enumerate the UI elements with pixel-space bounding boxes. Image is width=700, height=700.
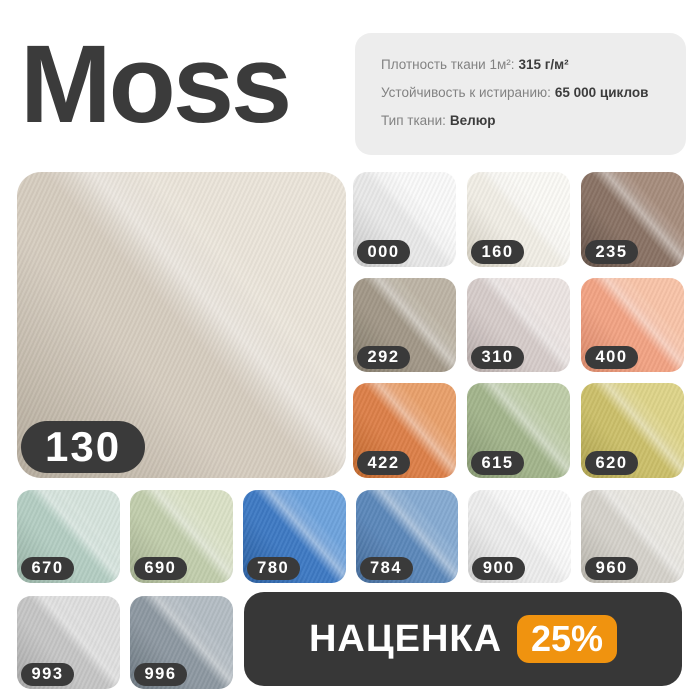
swatch-grid-right: 000 160 235 292 310 400 422 615 620 <box>353 172 684 478</box>
swatch-code-badge: 235 <box>585 240 639 264</box>
swatch-code-badge: 422 <box>357 451 411 475</box>
swatch-400[interactable]: 400 <box>581 277 684 373</box>
swatch-code-badge: 900 <box>472 556 526 580</box>
swatch-780[interactable]: 780 <box>242 490 346 583</box>
spec-type-label: Тип ткани: <box>381 113 446 128</box>
swatch-code-badge: 780 <box>246 556 300 580</box>
fabric-specs-panel: Плотность ткани 1м²: 315 г/м² Устойчивост… <box>355 33 686 155</box>
swatch-code-badge: 620 <box>585 451 639 475</box>
swatch-code-badge: 960 <box>585 556 639 580</box>
swatch-code-badge: 690 <box>133 556 187 580</box>
main-swatch-area: 130 <box>17 172 346 478</box>
swatch-993[interactable]: 993 <box>17 596 120 689</box>
page-title: Moss <box>20 23 292 146</box>
swatch-690[interactable]: 690 <box>129 490 233 583</box>
swatch-code-badge: 310 <box>471 345 525 370</box>
swatch-000[interactable]: 000 <box>353 172 456 267</box>
swatch-grid-last-row: 993 996 <box>17 596 233 689</box>
swatch-code-badge: 993 <box>21 662 75 686</box>
swatch-160[interactable]: 160 <box>467 172 570 267</box>
markup-label: НАЦЕНКА <box>308 617 503 660</box>
spec-type: Тип ткани: Велюр <box>381 113 670 128</box>
swatch-292[interactable]: 292 <box>353 277 456 373</box>
swatch-310[interactable]: 310 <box>467 277 570 373</box>
swatch-130[interactable]: 130 <box>17 172 346 478</box>
swatch-670[interactable]: 670 <box>17 490 120 583</box>
spec-type-value: Велюр <box>449 113 496 128</box>
swatch-code-badge: 670 <box>21 556 75 580</box>
swatch-code-badge: 000 <box>357 240 411 264</box>
spec-abrasion: Устойчивость к истиранию: 65 000 циклов <box>381 85 670 100</box>
swatch-code-badge: 130 <box>21 421 146 473</box>
swatch-615[interactable]: 615 <box>467 383 570 478</box>
swatch-code-badge: 615 <box>471 451 525 475</box>
spec-abrasion-value: 65 000 циклов <box>554 85 649 100</box>
swatch-code-badge: 996 <box>134 662 188 686</box>
swatch-960[interactable]: 960 <box>581 490 684 583</box>
swatch-code-badge: 784 <box>359 556 413 580</box>
spec-abrasion-label: Устойчивость к истиранию: <box>381 85 551 100</box>
markup-banner: НАЦЕНКА 25% <box>244 592 682 686</box>
swatch-620[interactable]: 620 <box>581 383 684 478</box>
markup-percent-badge: 25% <box>517 615 618 663</box>
swatch-422[interactable]: 422 <box>353 383 456 478</box>
spec-density-label: Плотность ткани 1м²: <box>381 57 515 72</box>
swatch-235[interactable]: 235 <box>581 172 684 267</box>
swatch-996[interactable]: 996 <box>130 596 233 689</box>
spec-density: Плотность ткани 1м²: 315 г/м² <box>381 57 670 72</box>
swatch-900[interactable]: 900 <box>468 490 572 583</box>
swatch-784[interactable]: 784 <box>355 490 459 583</box>
swatch-code-badge: 160 <box>471 240 525 264</box>
spec-density-value: 315 г/м² <box>518 57 569 72</box>
swatch-code-badge: 400 <box>585 345 639 370</box>
swatch-code-badge: 292 <box>357 345 411 370</box>
swatch-grid-bottom: 670 690 780 784 900 960 <box>17 490 684 583</box>
